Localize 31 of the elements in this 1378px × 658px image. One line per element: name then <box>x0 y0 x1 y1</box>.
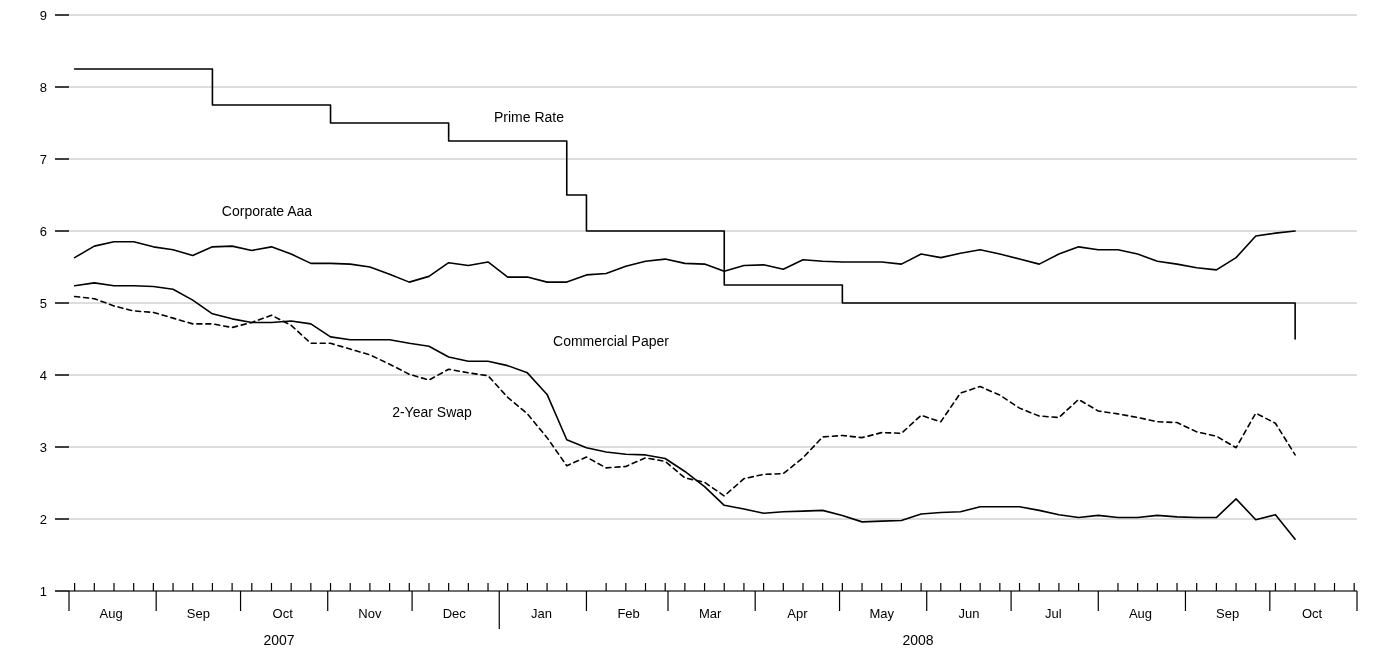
y-tick-label: 6 <box>39 223 47 239</box>
text: 2007 <box>263 631 295 648</box>
x-tick-label: Sep <box>186 606 210 621</box>
x-tick-label: Aug <box>1128 606 1153 621</box>
annotation: Corporate Aaa <box>221 202 313 219</box>
y-tick-label: 9 <box>39 7 47 23</box>
y-tick-label: 1 <box>39 583 47 599</box>
annotation: 2-Year Swap <box>392 403 473 420</box>
y-tick-label: 4 <box>39 367 47 383</box>
y-tick-label: 8 <box>39 79 47 95</box>
y-tick-label: 2 <box>39 511 47 527</box>
x-tick-label: Jan <box>530 606 552 621</box>
annotation: Prime Rate <box>493 108 565 125</box>
x-tick-label: Sep <box>1216 606 1240 621</box>
annotation: Commercial Paper <box>553 332 670 349</box>
x-tick-label: Mar <box>698 606 723 621</box>
x-tick-label: Nov <box>358 606 382 621</box>
x-tick-label: Feb <box>617 606 640 621</box>
x-tick-label: Jul <box>1044 606 1062 621</box>
x-tick-label: May <box>869 606 895 621</box>
x-tick-label: Apr <box>787 606 809 621</box>
x-tick-label: Oct <box>272 606 294 621</box>
x-tick-label: Dec <box>442 606 467 621</box>
x-tick-label: Aug <box>99 606 123 621</box>
text: 2008 <box>902 631 934 648</box>
y-tick-label: 7 <box>39 151 47 167</box>
y-tick-label: 5 <box>39 295 47 311</box>
line-series <box>73 282 1296 540</box>
x-tick-label: Oct <box>1301 606 1323 621</box>
x-tick-label: Jun <box>958 606 980 621</box>
y-tick-label: 3 <box>39 439 47 455</box>
